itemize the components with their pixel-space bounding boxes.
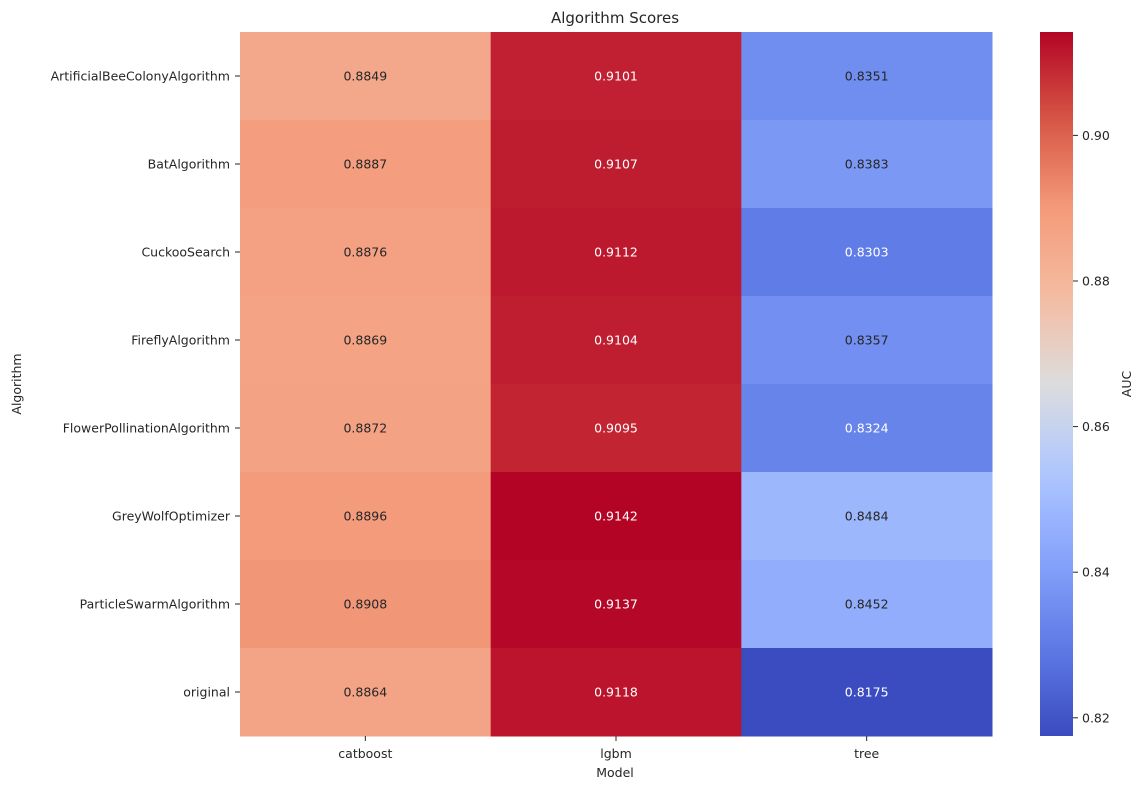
heatmap-cell [741,208,993,297]
colorbar-tick-label: 0.84 [1082,565,1110,580]
cell-value-label: 0.8849 [343,69,387,84]
heatmap-cell [490,32,742,121]
row-label: CuckooSearch [141,245,230,260]
colorbar-tick-label: 0.90 [1082,128,1110,143]
cell-value-label: 0.9095 [594,421,638,436]
y-axis-label: Algorithm [9,353,24,414]
row-label: FlowerPollinationAlgorithm [63,421,230,436]
cell-value-label: 0.9104 [594,333,638,348]
heatmap-cell [240,472,492,561]
cell-value-label: 0.8452 [845,597,889,612]
heatmap-cells: 0.8849 0.9101 0.8351 0.8887 0.9107 0.8383 0.88… [240,32,993,737]
heatmap-cell [490,296,742,385]
row-labels: ArtificialBeeColonyAlgorithm BatAlgorithm… [51,69,240,700]
heatmap-cell [490,472,742,561]
cell-value-label: 0.9101 [594,69,638,84]
cell-value-label: 0.9142 [594,509,638,524]
cell-value-label: 0.8876 [343,245,387,260]
cell-value-label: 0.8869 [343,333,387,348]
heatmap-cell [741,472,993,561]
cell-value-label: 0.8383 [845,157,889,172]
chart-title: Algorithm Scores [551,9,679,27]
cell-value-label: 0.8896 [343,509,387,524]
heatmap-cell [741,32,993,121]
heatmap-cell [490,120,742,209]
cell-value-label: 0.8908 [343,597,387,612]
colorbar-tick-label: 0.88 [1082,273,1110,288]
heatmap-cell [741,560,993,649]
cell-value-label: 0.9112 [594,245,638,260]
cell-value-label: 0.8357 [845,333,889,348]
cell-value-label: 0.8864 [343,685,387,700]
cell-value-label: 0.8351 [845,69,889,84]
heatmap-cell [741,648,993,737]
row-label: BatAlgorithm [148,157,230,172]
row-label: GreyWolfOptimizer [112,509,231,524]
cell-value-label: 0.8887 [343,157,387,172]
column-label: tree [854,746,879,761]
heatmap-cell [240,560,492,649]
column-label: catboost [338,746,392,761]
row-label: FireflyAlgorithm [131,333,230,348]
heatmap-cell [240,120,492,209]
heatmap-cell [240,384,492,473]
cell-value-label: 0.9118 [594,685,638,700]
heatmap-cell [240,208,492,297]
row-label: ArtificialBeeColonyAlgorithm [51,69,230,84]
colorbar-label: AUC [1119,371,1134,398]
heatmap-cell [490,560,742,649]
heatmap-cell [240,648,492,737]
colorbar-tick-label: 0.86 [1082,419,1110,434]
cell-value-label: 0.8484 [845,509,889,524]
column-label: lgbm [600,746,632,761]
x-axis-label: Model [596,765,634,780]
heatmap-cell [240,296,492,385]
heatmap-cell [741,384,993,473]
cell-value-label: 0.8324 [845,421,889,436]
colorbar [1040,32,1073,736]
heatmap-cell [741,120,993,209]
colorbar-tick-label: 0.82 [1082,710,1110,725]
heatmap-cell [490,648,742,737]
heatmap-cell [741,296,993,385]
heatmap-cell [490,384,742,473]
cell-value-label: 0.8303 [845,245,889,260]
row-label: ParticleSwarmAlgorithm [80,597,230,612]
cell-value-label: 0.8872 [343,421,387,436]
colorbar-ticks: 0.82 0.84 0.86 0.88 0.90 [1073,128,1110,725]
cell-value-label: 0.9107 [594,157,638,172]
cell-value-label: 0.8175 [845,685,889,700]
cell-value-label: 0.9137 [594,597,638,612]
heatmap-cell [490,208,742,297]
heatmap-cell [240,32,492,121]
column-labels: catboost lgbm tree [338,736,880,761]
row-label: original [183,685,230,700]
